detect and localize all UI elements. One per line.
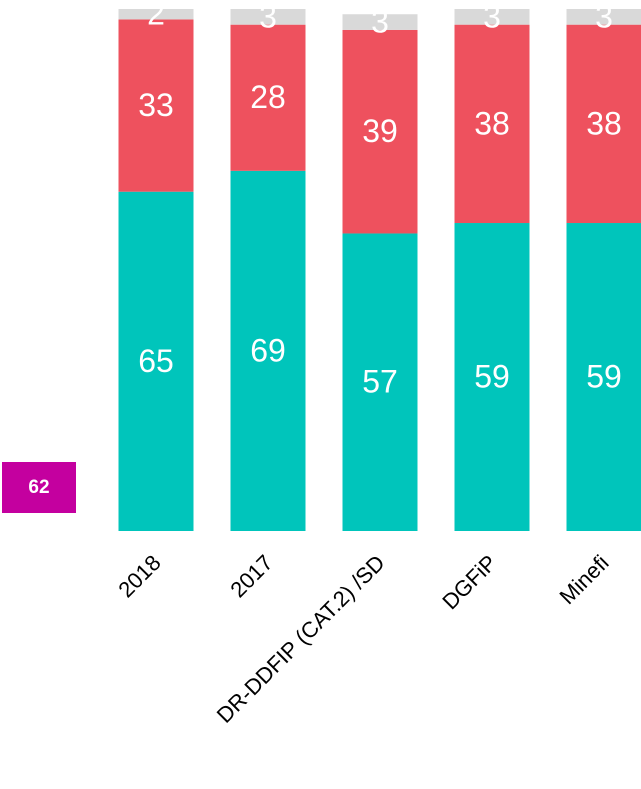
x-tick-label: 2017 — [225, 550, 277, 602]
data-label: 65 — [138, 343, 174, 379]
bar-segment — [566, 223, 641, 531]
bar-segment — [566, 24, 641, 224]
data-label: 57 — [362, 364, 398, 400]
data-label: 3 — [259, 0, 277, 34]
data-label: 59 — [474, 358, 510, 394]
data-label: 59 — [586, 358, 622, 394]
bar-segment — [230, 9, 306, 25]
x-tick-label: 2018 — [113, 550, 165, 602]
badge — [2, 462, 76, 513]
bar-segment — [118, 9, 194, 20]
data-label: 69 — [250, 332, 286, 368]
bar-segment — [118, 191, 194, 531]
data-label: 39 — [362, 113, 398, 149]
data-label: 38 — [586, 105, 622, 141]
bar-segment — [230, 24, 306, 171]
bar-segment — [454, 9, 530, 25]
bar-segment — [454, 24, 530, 224]
bar-segment — [342, 233, 418, 531]
bar-segment — [566, 9, 641, 25]
data-label: 28 — [250, 79, 286, 115]
data-label: 38 — [474, 105, 510, 141]
bar-segment — [342, 14, 418, 30]
data-label: 3 — [595, 0, 613, 34]
bar-segment — [118, 19, 194, 192]
data-label: 2 — [147, 0, 165, 32]
badge-label: 62 — [28, 477, 49, 498]
data-label: 33 — [138, 87, 174, 123]
bar-segment — [342, 29, 418, 234]
x-tick-label: Minefi — [554, 550, 613, 609]
bar-segment — [454, 223, 530, 531]
data-label: 3 — [371, 4, 389, 40]
bar-segment — [230, 170, 306, 531]
data-label: 3 — [483, 0, 501, 34]
x-tick-label: DGFiP — [437, 550, 501, 614]
